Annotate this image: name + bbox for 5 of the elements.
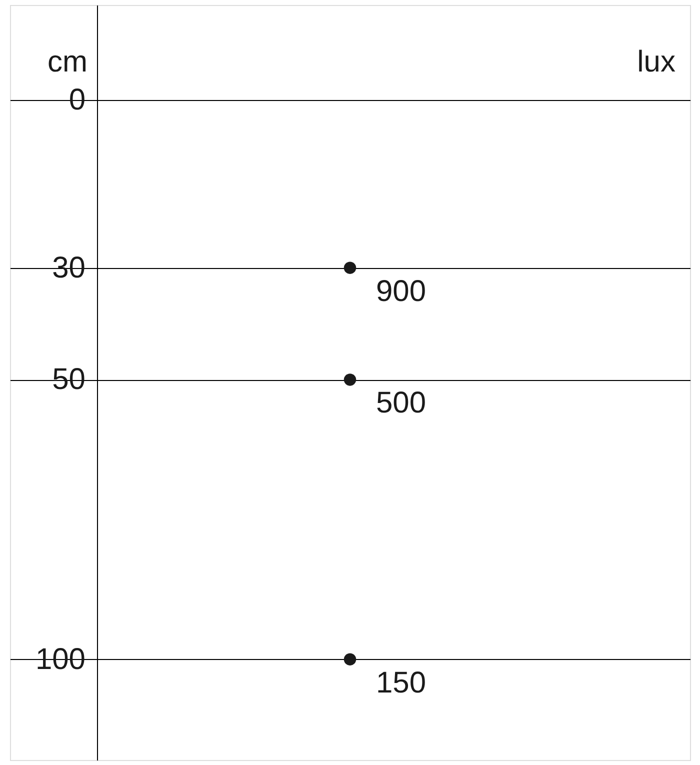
y-axis-title: cm: [48, 46, 88, 78]
annotation: 900: [376, 274, 426, 308]
annotation: 150: [376, 666, 426, 700]
y2-axis-title: lux: [637, 46, 676, 78]
annotation: 500: [376, 386, 426, 420]
